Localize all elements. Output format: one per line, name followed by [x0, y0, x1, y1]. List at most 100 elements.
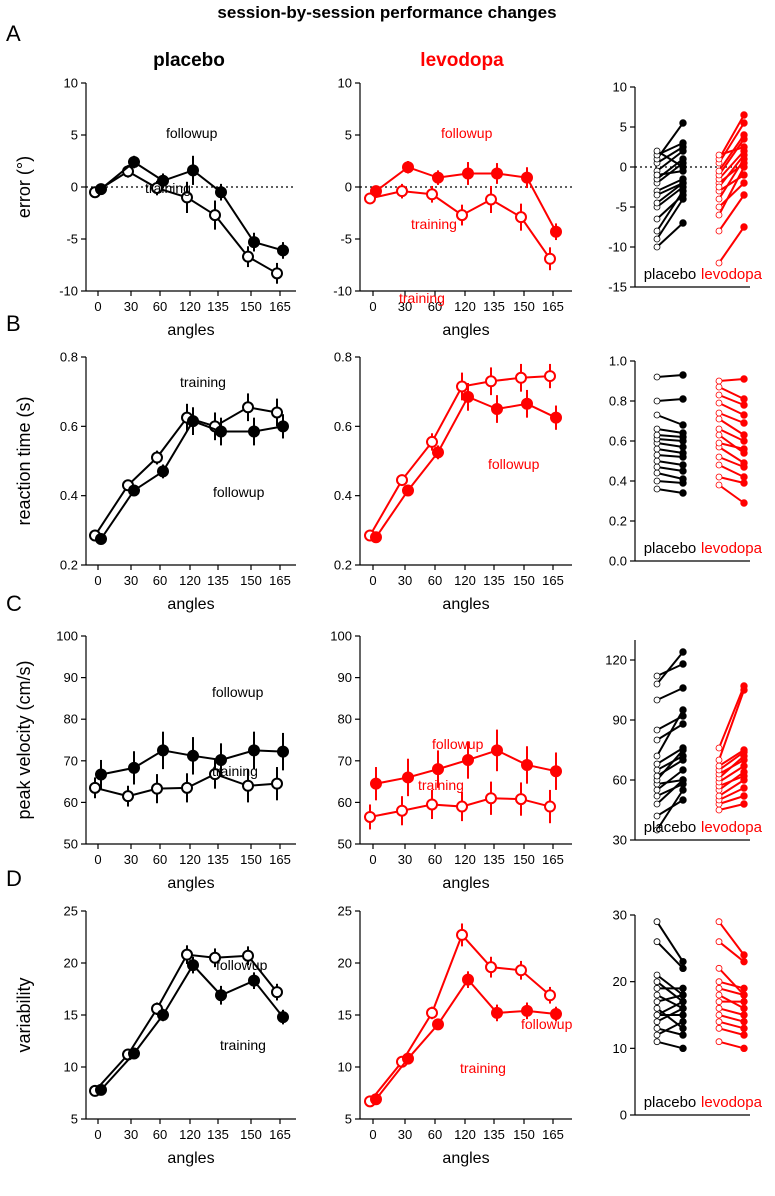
data-point-followup — [277, 1011, 289, 1024]
subject-line-levodopa — [718, 751, 745, 771]
subject-followup-point-placebo — [679, 660, 687, 668]
data-point-followup — [128, 156, 140, 169]
subject-training-point-levodopa — [715, 203, 723, 211]
subject-followup-point-placebo — [679, 191, 687, 199]
subject-followup-point-placebo — [679, 766, 687, 774]
subject-line-placebo — [656, 466, 684, 472]
series-annotation-followup: followup — [212, 684, 264, 700]
subject-training-point-placebo — [653, 457, 661, 465]
x-tick-label: 30 — [124, 573, 138, 588]
series-annotation-followup: followup — [166, 125, 218, 141]
data-point-followup — [95, 533, 107, 545]
y-tick-label: 10 — [338, 1060, 352, 1075]
y-tick-label: 0.8 — [334, 350, 352, 365]
y-tick-label: 90 — [64, 670, 78, 685]
subject-line-levodopa — [718, 987, 745, 996]
subject-followup-point-placebo — [679, 371, 687, 379]
data-point-training — [456, 209, 468, 222]
data-point-followup — [550, 1007, 562, 1020]
subject-followup-point-placebo — [679, 429, 687, 437]
subject-followup-point-levodopa — [740, 746, 748, 754]
data-point-followup — [95, 768, 107, 781]
data-point-followup — [215, 425, 227, 438]
subject-line-levodopa — [718, 1014, 745, 1023]
series-annotation-training: training — [220, 1037, 266, 1053]
subject-line-placebo — [656, 454, 684, 458]
subject-line-placebo — [656, 759, 684, 777]
y-tick-label: -5 — [340, 232, 352, 247]
data-point-followup — [521, 758, 533, 771]
subject-followup-point-levodopa — [740, 991, 748, 999]
subject-training-point-placebo — [653, 1018, 661, 1026]
subject-line-placebo — [656, 182, 684, 204]
subject-followup-point-placebo — [679, 720, 687, 728]
subject-training-point-levodopa — [715, 998, 723, 1006]
subject-training-point-placebo — [653, 978, 661, 986]
subject-training-point-levodopa — [715, 195, 723, 203]
subject-line-levodopa — [718, 412, 745, 424]
subject-training-point-placebo — [653, 812, 661, 820]
data-point-followup — [157, 1009, 169, 1021]
subject-followup-point-levodopa — [740, 792, 748, 800]
data-point-followup — [491, 167, 503, 180]
subject-followup-point-levodopa — [740, 682, 748, 690]
subject-line-levodopa — [718, 194, 745, 232]
group-label-levodopa: levodopa — [701, 819, 763, 836]
series-annotation-followup: followup — [488, 456, 540, 472]
subject-line-placebo — [656, 374, 684, 378]
data-point-training — [396, 804, 408, 817]
subject-training-point-levodopa — [715, 391, 723, 399]
subject-followup-point-levodopa — [740, 431, 748, 439]
subject-followup-point-placebo — [679, 1011, 687, 1019]
subject-line-placebo — [656, 480, 684, 484]
x-tick-label: 150 — [513, 1127, 535, 1142]
series-annotation-training: training — [399, 290, 445, 306]
subject-line-levodopa — [718, 689, 745, 761]
data-point-training — [242, 949, 254, 962]
subject-training-point-levodopa — [715, 1018, 723, 1026]
subject-training-point-placebo — [653, 752, 661, 760]
subject-training-point-placebo — [653, 1011, 661, 1019]
subject-training-point-levodopa — [715, 377, 723, 385]
x-tick-label: 165 — [542, 299, 564, 314]
data-point-followup — [370, 185, 382, 198]
x-tick-label: 120 — [454, 573, 476, 588]
subject-followup-point-placebo — [679, 1031, 687, 1039]
subject-training-point-levodopa — [715, 431, 723, 439]
subject-training-point-placebo — [653, 463, 661, 471]
x-tick-label: 120 — [179, 573, 201, 588]
subject-training-point-levodopa — [715, 918, 723, 926]
subject-followup-point-placebo — [679, 489, 687, 497]
subject-training-point-levodopa — [715, 473, 723, 481]
subject-line-levodopa — [718, 980, 745, 990]
y-tick-label: -15 — [608, 280, 627, 295]
x-tick-label: 135 — [483, 852, 505, 867]
subject-line-placebo — [656, 398, 684, 402]
subject-training-point-levodopa — [715, 461, 723, 469]
series-annotation-training: training — [411, 216, 457, 232]
subject-training-point-levodopa — [715, 938, 723, 946]
subject-followup-point-levodopa — [740, 171, 748, 179]
subject-training-point-placebo — [653, 938, 661, 946]
data-point-training — [364, 810, 376, 823]
data-point-followup — [402, 484, 414, 497]
x-tick-label: 60 — [153, 299, 167, 314]
x-tick-label: 120 — [179, 1127, 201, 1142]
subject-training-point-placebo — [653, 998, 661, 1006]
data-point-training — [426, 435, 438, 448]
subject-training-point-levodopa — [715, 183, 723, 191]
subject-training-point-levodopa — [715, 1004, 723, 1012]
y-tick-label: -5 — [615, 200, 627, 215]
subject-followup-point-levodopa — [740, 984, 748, 993]
subject-line-levodopa — [718, 759, 745, 775]
group-label-placebo: placebo — [644, 819, 697, 836]
data-point-training — [271, 777, 283, 790]
subject-followup-point-placebo — [679, 1017, 687, 1026]
y-tick-label: 0 — [345, 180, 352, 195]
subject-line-levodopa — [718, 685, 745, 749]
x-tick-label: 30 — [398, 573, 412, 588]
y-tick-label: 5 — [345, 128, 352, 143]
data-point-training — [122, 790, 134, 803]
subject-line-placebo — [656, 651, 684, 685]
subject-line-levodopa — [718, 765, 745, 783]
